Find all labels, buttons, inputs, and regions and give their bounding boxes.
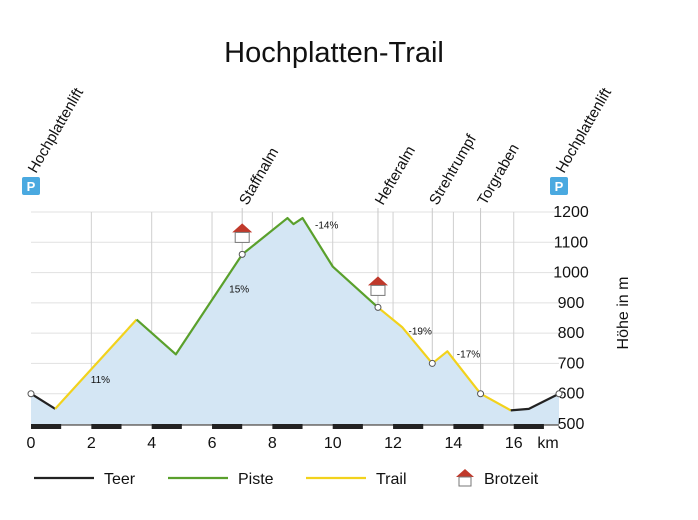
- legend-label: Teer: [104, 471, 136, 488]
- y-tick-label: 700: [558, 355, 585, 372]
- annotations: 11% 15% -14% -19% -17%: [91, 221, 481, 386]
- segment-piste: [135, 216, 379, 356]
- km-scale-bar: [513, 424, 544, 429]
- hut-icon: [370, 284, 386, 296]
- km-scale-bar: [332, 424, 363, 429]
- gradient-label: -19%: [409, 327, 432, 338]
- km-scale-bar: [212, 424, 243, 429]
- legend-label: Trail: [376, 471, 407, 488]
- x-tick-label: 8: [268, 435, 277, 452]
- x-tick-label: 4: [147, 435, 156, 452]
- y-tick-label: 1100: [554, 234, 589, 251]
- segment-trail: [54, 318, 138, 410]
- x-tick-label: 10: [324, 435, 342, 452]
- profile-fill: [31, 218, 559, 424]
- x-tick-label: 6: [208, 435, 217, 452]
- legend: Teer Piste Trail Brotzeit: [34, 469, 539, 488]
- legend-label: Brotzeit: [484, 471, 539, 488]
- legend-label: Piste: [238, 471, 274, 488]
- km-scale-bar: [91, 424, 122, 429]
- profile-area: [31, 218, 559, 424]
- brotzeit-icon-roof: [456, 469, 474, 477]
- y-tick-label: 1200: [553, 204, 589, 221]
- parking-icon-letter: P: [555, 179, 564, 194]
- gradient-label: -14%: [315, 221, 338, 232]
- parking-icon-letter: P: [27, 179, 36, 194]
- parking-icon: [550, 177, 568, 195]
- x-tick-label: 14: [445, 435, 463, 452]
- waypoint-marker: [374, 303, 382, 311]
- km-scale-bar: [31, 424, 62, 429]
- km-scale-bar: [453, 424, 484, 429]
- x-tick-label: 16: [505, 435, 523, 452]
- gradient-label: -17%: [457, 349, 480, 360]
- x-tick-label: 12: [384, 435, 402, 452]
- brotzeit-icon: [458, 476, 472, 487]
- waypoint-label: Hochplattenlift: [25, 84, 88, 176]
- waypoint-label: Hochplattenlift: [553, 84, 616, 176]
- waypoint-label: Torgraben: [474, 141, 522, 208]
- y-tick-label: 500: [558, 416, 585, 433]
- waypoint-marker: [555, 390, 563, 398]
- waypoint-marker: [477, 390, 485, 398]
- segment-teer: [510, 392, 560, 412]
- waypoint-label: Hefteralm: [372, 143, 419, 208]
- segment-trail: [377, 306, 512, 412]
- waypoint-marker: [27, 390, 35, 398]
- waypoint-marker: [238, 250, 246, 258]
- x-tick-label: 2: [87, 435, 96, 452]
- x-axis-label: km: [537, 435, 558, 452]
- x-tick-label: 0: [27, 435, 36, 452]
- chart-title: Hochplatten-Trail: [224, 37, 444, 69]
- hut-icon: [234, 231, 250, 243]
- gradient-label: 15%: [229, 284, 249, 295]
- waypoint-label: Staffnalm: [236, 145, 282, 208]
- segment-teer: [30, 392, 56, 410]
- km-scale-bar: [151, 424, 182, 429]
- y-axis-label: Höhe in m: [615, 277, 632, 350]
- waypoint-label: Strehtrumpf: [426, 131, 480, 208]
- hut-icon-roof: [367, 276, 388, 286]
- km-scale-bar: [272, 424, 303, 429]
- y-tick-label: 800: [558, 325, 585, 342]
- gradient-label: 11%: [91, 375, 110, 386]
- km-scale-bar: [393, 424, 424, 429]
- hut-icon-roof: [232, 223, 253, 233]
- y-tick-label: 1000: [553, 265, 589, 282]
- y-tick-label: 900: [558, 295, 585, 312]
- parking-icon: [22, 177, 40, 195]
- waypoint-marker: [428, 359, 436, 367]
- y-tick-label: 600: [558, 386, 585, 403]
- profile-lines: [30, 216, 560, 412]
